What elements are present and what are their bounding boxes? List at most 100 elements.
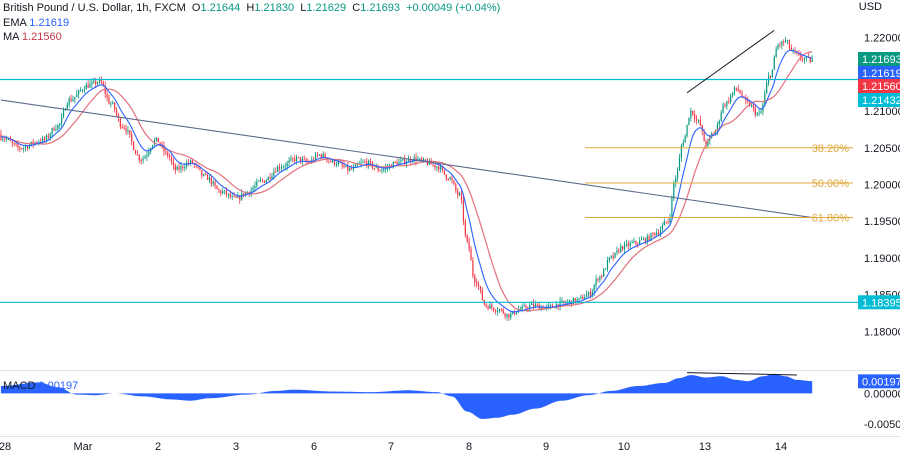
candle-body: [512, 311, 514, 314]
candle-body: [28, 145, 30, 149]
candle-body: [360, 162, 362, 164]
candle-body: [347, 165, 349, 171]
candle-body: [610, 255, 612, 258]
candle-body: [259, 179, 262, 181]
candle-body: [802, 59, 804, 60]
candle-body: [341, 162, 343, 166]
last-price-badge: [858, 52, 900, 66]
candle-body: [627, 243, 629, 247]
candle-body: [263, 180, 266, 183]
candle-body: [639, 240, 641, 244]
candle-body: [623, 244, 626, 250]
candle-body: [680, 145, 682, 158]
candle-body: [356, 164, 358, 166]
candle-body: [714, 131, 717, 135]
candle-body: [114, 102, 116, 110]
candle-body: [364, 161, 366, 163]
candle-body: [515, 312, 518, 315]
candle-body: [163, 145, 165, 152]
candle-body: [648, 236, 650, 241]
price-tick-label: 1.18000: [864, 326, 900, 338]
candle-body: [350, 168, 353, 170]
candle-body: [205, 174, 207, 176]
candle-body: [426, 161, 429, 165]
candle-body: [381, 170, 383, 172]
candle-body: [692, 110, 694, 115]
candle-body: [197, 165, 199, 168]
price-tick-label: 1.22000: [864, 33, 900, 45]
candle-body: [603, 269, 605, 277]
candle-body: [523, 305, 525, 307]
candle-body: [686, 124, 688, 136]
candle-body: [496, 311, 499, 312]
candle-body: [45, 135, 48, 140]
candle-body: [119, 118, 121, 128]
candle-body: [574, 298, 576, 303]
candle-body: [462, 199, 465, 221]
candle-body: [411, 161, 413, 163]
candle-body: [100, 79, 103, 83]
candle-body: [125, 128, 127, 132]
candle-body: [394, 161, 396, 163]
candle-body: [121, 127, 123, 128]
candle-body: [203, 174, 205, 176]
candle-body: [597, 278, 599, 281]
candle-body: [78, 90, 80, 95]
candle-body: [227, 193, 230, 195]
last-price-badge-text: 1.21693: [862, 54, 900, 66]
candle-body: [379, 170, 381, 172]
candle-body: [242, 193, 245, 196]
candle-body: [695, 119, 698, 121]
candle-body: [529, 305, 531, 309]
candle-body: [551, 305, 554, 308]
candle-body: [231, 195, 233, 197]
ema-label: EMA: [3, 17, 27, 29]
candle-body: [246, 191, 248, 193]
candle-body: [701, 125, 703, 132]
candle-body: [675, 178, 677, 184]
macd-legend[interactable]: MACD 0.00197: [3, 379, 78, 393]
candle-body: [459, 193, 461, 195]
candle-body: [15, 143, 17, 145]
candle-body: [785, 40, 787, 43]
time-tick-label: 10: [618, 441, 630, 453]
ma-legend[interactable]: MA 1.21560: [3, 30, 62, 44]
candle-body: [223, 190, 226, 192]
candle-body: [485, 304, 487, 307]
candle-body: [373, 167, 375, 169]
time-tick-label: 8: [466, 441, 472, 453]
candle-body: [250, 190, 252, 195]
descending-trendline: [0, 99, 813, 219]
candle-body: [136, 154, 139, 156]
candle-body: [96, 82, 99, 85]
candle-body: [493, 307, 495, 311]
candle-body: [214, 181, 216, 186]
candle-body: [788, 40, 791, 48]
candle-body: [155, 137, 157, 141]
candle-body: [760, 111, 762, 113]
candle-body: [737, 89, 739, 91]
candle-body: [697, 120, 700, 121]
candle-body: [216, 185, 218, 190]
candle-body: [531, 303, 533, 306]
ema-legend[interactable]: EMA 1.21619: [3, 16, 69, 30]
fib-level-label: 50.00%: [812, 178, 850, 190]
candle-body: [151, 145, 154, 149]
macd-divergence-line: [687, 372, 798, 376]
time-tick-label: 14: [775, 441, 787, 453]
candle-body: [508, 313, 510, 318]
candle-body: [477, 284, 480, 287]
candle-body: [176, 166, 178, 171]
candle-body: [345, 165, 347, 168]
price-tick-label: 1.19000: [864, 253, 900, 265]
candle-body: [661, 225, 664, 231]
candle-body: [652, 233, 654, 234]
candle-body: [98, 79, 101, 83]
candle-body: [7, 138, 10, 140]
candle-body: [688, 117, 690, 125]
candle-body: [280, 167, 283, 169]
candle-body: [436, 166, 438, 168]
candle-body: [157, 137, 159, 143]
candle-body: [616, 250, 618, 253]
